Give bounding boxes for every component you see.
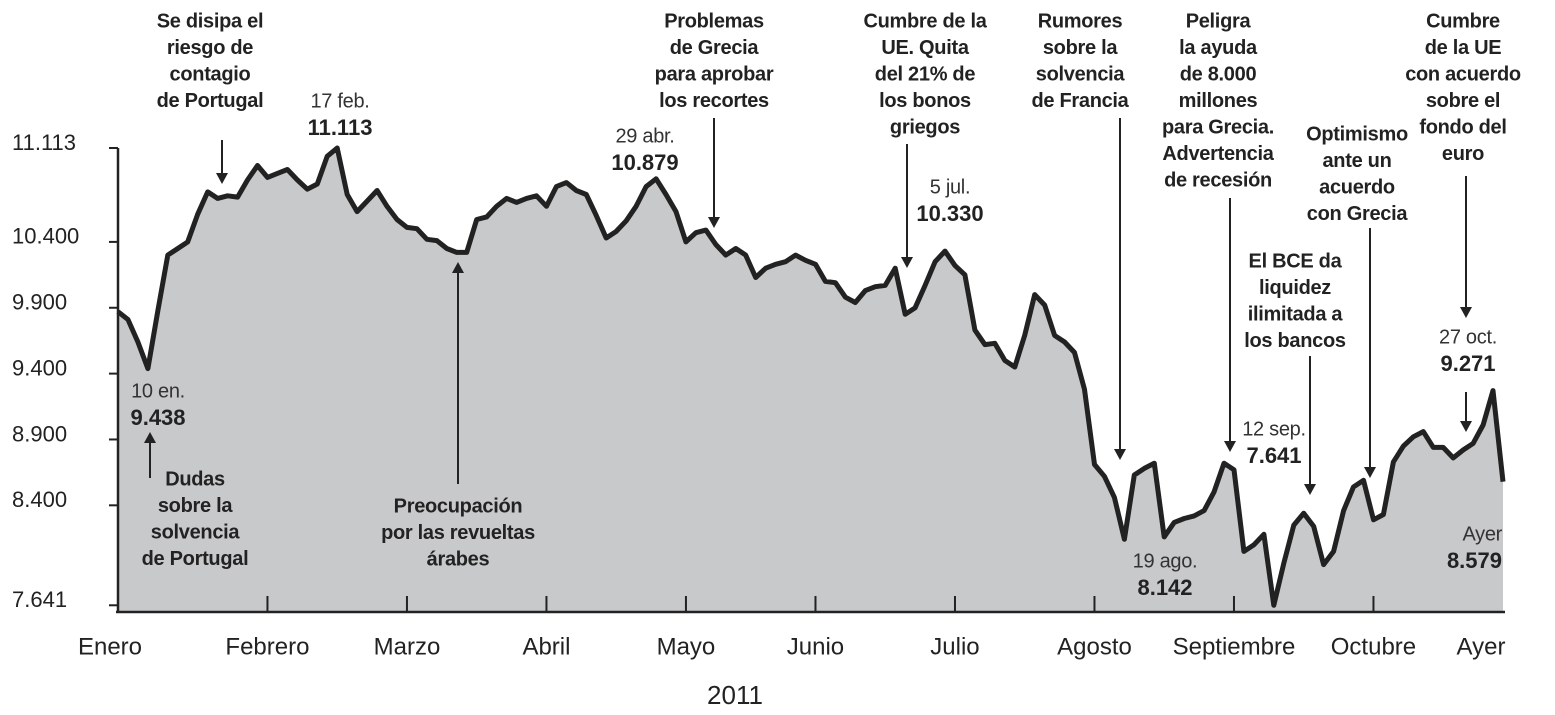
value-label: 8.579 xyxy=(1447,548,1502,573)
point-date: 27 oct. xyxy=(1439,326,1497,348)
value-label: 7.641 xyxy=(1246,443,1301,468)
annotation: árabes xyxy=(427,548,490,570)
x-tick-label: Abril xyxy=(522,633,570,660)
annotation: de Portugal xyxy=(142,548,249,570)
annotation: la ayuda xyxy=(1179,37,1258,59)
point-date: 10 en. xyxy=(131,380,185,402)
point-date: Ayer xyxy=(1462,523,1502,545)
x-axis-label: 2011 xyxy=(707,680,763,710)
value-label: 9.438 xyxy=(130,405,185,430)
annotation: Peligra xyxy=(1186,10,1252,32)
y-tick-label: 9.400 xyxy=(12,355,67,380)
annotation: griegos xyxy=(890,116,960,138)
annotation: sobre la xyxy=(1043,37,1118,59)
annotation: Problemas xyxy=(664,10,764,32)
x-tick-label: Octubre xyxy=(1331,633,1416,660)
annotation: de recesión xyxy=(1164,169,1272,191)
x-tick-label: Ayer xyxy=(1457,633,1506,660)
annotation: Advertencia xyxy=(1162,143,1274,165)
annotation: UE. Quita xyxy=(881,37,969,59)
annotation: ante un xyxy=(1322,150,1391,172)
annotation: fondo del xyxy=(1419,116,1506,138)
arrow-head xyxy=(452,262,464,273)
annotation: de Portugal xyxy=(157,90,264,112)
arrow-head xyxy=(1460,307,1472,318)
point-date: 19 ago. xyxy=(1133,550,1198,572)
x-tick-label: Marzo xyxy=(374,633,441,660)
annotation: de Grecia xyxy=(670,37,760,59)
annotation: sobre el xyxy=(1426,90,1500,112)
annotation: solvencia xyxy=(151,521,241,543)
arrow-head xyxy=(901,257,913,268)
line xyxy=(116,145,1506,608)
arrow-head xyxy=(144,432,156,443)
value-label: 8.142 xyxy=(1137,575,1192,600)
value-label: 11.113 xyxy=(308,115,373,140)
value-label: 10.330 xyxy=(916,201,983,226)
annotation: liquidez xyxy=(1259,277,1331,299)
y-tick-label: 9.900 xyxy=(12,290,67,315)
point-date: 5 jul. xyxy=(930,176,970,198)
annotation: por las revueltas xyxy=(381,522,535,544)
annotation: Preocupación xyxy=(394,495,523,517)
annotation: los recortes xyxy=(659,90,769,112)
annotation: Cumbre xyxy=(1426,10,1500,32)
arrow-head xyxy=(1224,441,1236,452)
annotation: de la UE xyxy=(1425,37,1502,59)
y-tick-label: 11.113 xyxy=(12,130,76,155)
annotation: del 21% de xyxy=(875,63,976,85)
x-tick-label: Febrero xyxy=(225,633,309,660)
value-label: 10.879 xyxy=(611,150,678,175)
annotation: para aprobar xyxy=(655,63,774,85)
arrow-head xyxy=(1304,484,1316,495)
x-tick-label: Julio xyxy=(930,633,979,660)
x-tick-label: Agosto xyxy=(1057,633,1132,660)
y-tick-label: 8.900 xyxy=(12,421,67,446)
arrow-head xyxy=(1460,421,1472,432)
annotation: contagio xyxy=(170,63,251,85)
annotation: para Grecia. xyxy=(1162,116,1274,138)
annotation: Rumores xyxy=(1038,10,1123,32)
annotation: Cumbre de la xyxy=(863,10,987,32)
x-tick-label: Junio xyxy=(787,633,844,660)
annotation: El BCE da xyxy=(1249,250,1343,272)
point-date: 29 abr. xyxy=(615,125,674,147)
arrow-head xyxy=(708,217,720,228)
annotation: euro xyxy=(1442,143,1484,165)
x-tick-label: Enero xyxy=(78,633,142,660)
annotation: de 8.000 xyxy=(1180,63,1257,85)
x-tick-label: Mayo xyxy=(657,633,716,660)
y-tick-label: 8.400 xyxy=(12,487,67,512)
arrow-head xyxy=(1364,467,1376,478)
value-label: 9.271 xyxy=(1440,351,1495,376)
arrow-head xyxy=(1114,449,1126,460)
annotation: con acuerdo xyxy=(1405,63,1521,85)
annotation: acuerdo xyxy=(1319,176,1395,198)
annotation: sobre la xyxy=(158,495,233,517)
area xyxy=(118,148,1503,612)
annotation: de Francia xyxy=(1031,90,1129,112)
annotation: riesgo de xyxy=(167,37,253,59)
annotation: ilimitada a xyxy=(1248,303,1344,325)
annotation: millones xyxy=(1179,90,1258,112)
annotation: los bancos xyxy=(1244,330,1346,352)
arrow-head xyxy=(216,173,228,184)
annotation: con Grecia xyxy=(1307,203,1409,225)
y-tick-label: 7.641 xyxy=(12,587,67,612)
annotation: los bonos xyxy=(879,90,971,112)
annotation: Optimismo xyxy=(1306,123,1408,145)
x-tick-label: Septiembre xyxy=(1173,633,1296,660)
point-date: 12 sep. xyxy=(1242,418,1306,440)
y-tick-label: 10.400 xyxy=(12,224,79,249)
annotation: solvencia xyxy=(1036,63,1126,85)
annotation: Se disipa el xyxy=(157,10,263,32)
point-date: 17 feb. xyxy=(310,90,369,112)
annotation: Dudas xyxy=(165,468,225,490)
